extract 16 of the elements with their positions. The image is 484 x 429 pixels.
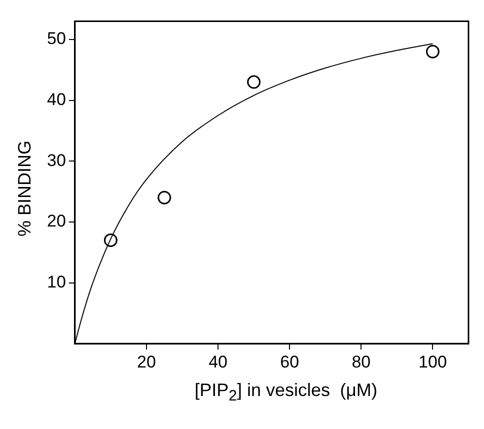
point	[426, 44, 440, 58]
y-axis-title: % BINDING	[14, 140, 36, 236]
x-tick-label: 80	[352, 352, 371, 372]
y-tick-label: 50	[46, 29, 66, 48]
point	[158, 190, 172, 204]
x-tick-label: 100	[418, 352, 447, 372]
y-tick-label: 20	[46, 212, 66, 231]
point	[104, 233, 118, 247]
x-axis-title: [PIP$_{2}$] in vesicles (μM)	[194, 380, 378, 405]
x-tick-label: 40	[208, 352, 228, 372]
x-tick-label: 20	[137, 352, 156, 372]
y-tick-label: 30	[46, 150, 66, 170]
x-tick-label: 60	[280, 352, 300, 372]
y-tick-label: 10	[46, 272, 66, 292]
y-tick-label: 40	[46, 90, 66, 109]
point	[247, 75, 261, 89]
